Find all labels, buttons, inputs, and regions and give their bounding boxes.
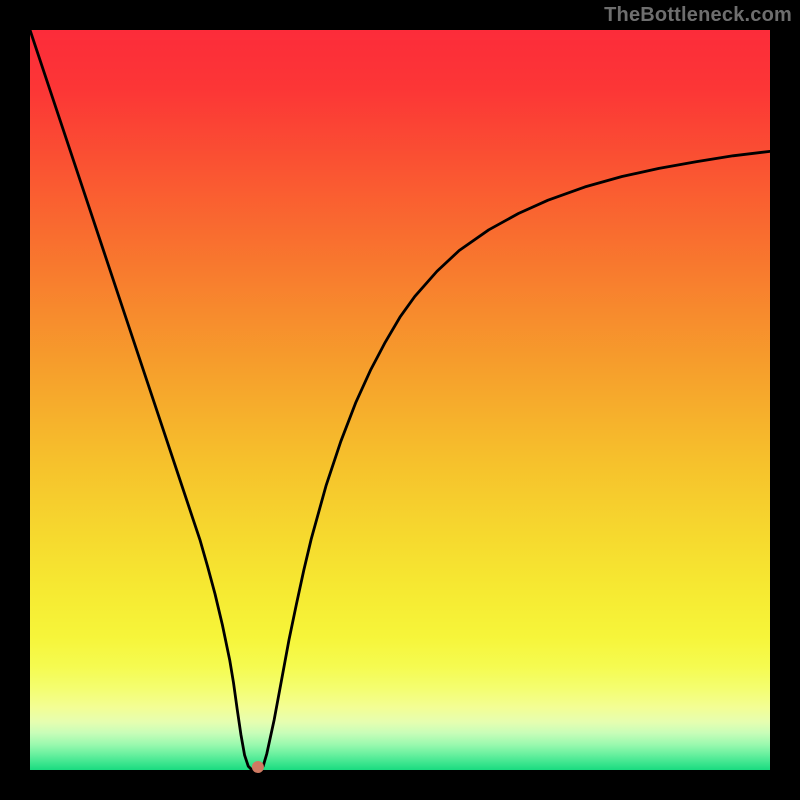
plot-background <box>30 30 770 770</box>
watermark-text: TheBottleneck.com <box>604 4 792 27</box>
chart-stage: TheBottleneck.com <box>0 0 800 800</box>
optimal-point-marker <box>252 761 264 773</box>
bottleneck-curve-chart <box>0 0 800 800</box>
